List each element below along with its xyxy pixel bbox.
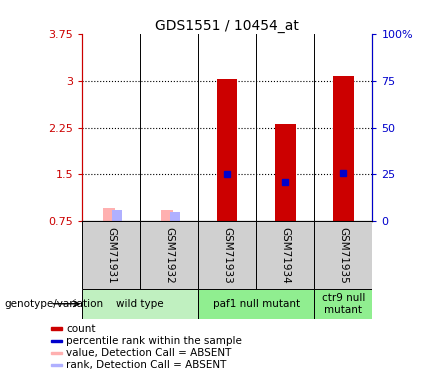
Text: ctr9 null
mutant: ctr9 null mutant [322, 293, 365, 315]
Bar [51, 327, 62, 330]
Text: count: count [66, 324, 96, 334]
Text: GSM71931: GSM71931 [106, 226, 116, 284]
Bar [198, 289, 314, 319]
Bar [140, 221, 198, 289]
Bar [314, 289, 372, 319]
Bar [198, 221, 256, 289]
Text: genotype/variation: genotype/variation [4, 299, 103, 309]
Text: rank, Detection Call = ABSENT: rank, Detection Call = ABSENT [66, 360, 226, 370]
Bar [314, 221, 372, 289]
Bar [103, 208, 115, 221]
Text: paf1 null mutant: paf1 null mutant [213, 299, 300, 309]
Bar [51, 352, 62, 354]
Text: GSM71935: GSM71935 [338, 226, 349, 284]
Text: percentile rank within the sample: percentile rank within the sample [66, 336, 242, 346]
Text: wild type: wild type [116, 299, 164, 309]
Title: GDS1551 / 10454_at: GDS1551 / 10454_at [155, 19, 299, 33]
Bar [217, 80, 237, 221]
Text: GSM71932: GSM71932 [164, 226, 174, 284]
Text: GSM71934: GSM71934 [280, 226, 291, 284]
Text: value, Detection Call = ABSENT: value, Detection Call = ABSENT [66, 348, 232, 358]
Bar [275, 124, 295, 221]
Bar [51, 340, 62, 342]
Bar [170, 212, 180, 221]
Bar [161, 210, 173, 221]
Text: GSM71933: GSM71933 [222, 226, 233, 284]
Bar [333, 76, 353, 221]
Bar [256, 221, 314, 289]
Bar [82, 221, 140, 289]
Bar [82, 289, 198, 319]
Bar [112, 210, 122, 221]
Bar [51, 364, 62, 366]
